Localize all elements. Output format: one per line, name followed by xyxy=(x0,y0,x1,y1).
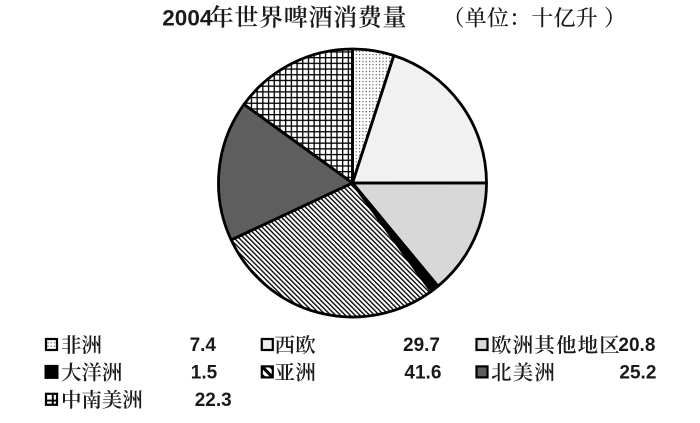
svg-text:41.6: 41.6 xyxy=(404,363,441,384)
svg-text:7.4: 7.4 xyxy=(190,335,217,356)
svg-text:20.8: 20.8 xyxy=(618,335,655,356)
svg-text:29.7: 29.7 xyxy=(403,335,440,356)
svg-text:2004: 2004 xyxy=(162,6,213,31)
svg-text:22.3: 22.3 xyxy=(195,390,232,411)
svg-text:1.5: 1.5 xyxy=(191,363,218,384)
svg-text:25.2: 25.2 xyxy=(619,363,656,384)
